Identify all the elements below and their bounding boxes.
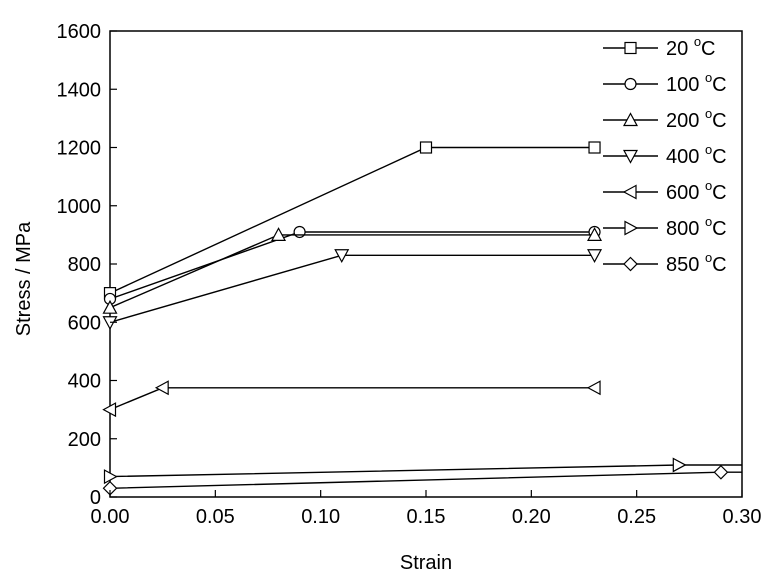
legend-label: 600 oC [666,178,727,204]
x-axis-title: Strain [400,552,452,574]
data-point [587,227,603,241]
legend-marker [622,112,639,127]
y-tick-label: 800 [68,254,101,276]
y-tick-label: 1400 [57,79,102,101]
series-line [110,464,742,478]
data-point [334,249,350,264]
x-tick-label: 0.00 [91,506,130,528]
legend-label: 200 oC [666,106,727,132]
series-850 [102,464,742,496]
series-line [110,234,595,309]
series-400 [102,249,603,331]
data-point [587,249,603,264]
series-line [110,387,595,411]
legend-label: 800 oC [666,214,727,240]
data-point [586,380,601,396]
series-line [110,254,595,323]
x-tick-label: 0.25 [617,506,656,528]
data-point [672,457,687,473]
y-tick-label: 200 [68,429,101,451]
data-point [271,227,287,241]
legend-item: 850 oC [603,250,727,276]
data-point [154,380,169,396]
data-point [102,299,118,314]
y-tick-label: 0 [90,487,101,509]
legend-label: 850 oC [666,250,727,276]
data-point [293,225,306,239]
legend-label: 100 oC [666,70,727,96]
legend-item: 200 oC [603,106,727,132]
x-tick-label: 0.30 [723,506,762,528]
data-point [103,469,118,485]
y-tick-label: 600 [68,312,101,334]
legend-item: 800 oC [603,214,727,240]
legend-marker [624,41,637,55]
y-axis-ticks: 0 200 400 600 800 1000 1200 1400 1600 [57,21,117,509]
legend-item: 600 oC [603,178,727,204]
series-layer [102,141,742,496]
data-point [588,141,601,154]
data-point [419,141,433,154]
y-tick-label: 1200 [57,138,102,160]
series-600 [102,380,601,418]
legend-item: 400 oC [603,142,727,168]
legend-item: 20 oC [603,34,716,60]
data-point [713,464,729,480]
legend-marker [622,149,639,164]
x-tick-label: 0.15 [407,506,446,528]
legend-marker [622,184,637,200]
legend-label: 20 oC [666,34,716,60]
x-tick-label: 0.10 [301,506,340,528]
legend-label: 400 oC [666,142,727,168]
legend-marker [623,256,638,272]
y-axis-title: Stress / MPa [13,221,35,336]
series-line [110,146,595,294]
legend-marker [624,77,637,91]
y-tick-label: 400 [68,371,101,393]
y-tick-label: 1000 [57,196,102,218]
x-tick-label: 0.20 [512,506,551,528]
series-line [110,231,595,300]
y-tick-label: 1600 [57,21,102,43]
x-axis-ticks: 0.00 0.05 0.10 0.15 0.20 0.25 0.30 [91,490,762,528]
x-tick-label: 0.05 [196,506,235,528]
series-200 [102,227,603,314]
data-point [102,402,117,418]
legend: 20 oC 100 oC 200 oC 400 oC 600 oC 800 oC 850 o… [603,34,727,276]
series-100 [103,225,601,306]
legend-marker [624,220,639,236]
legend-item: 100 oC [603,70,727,96]
